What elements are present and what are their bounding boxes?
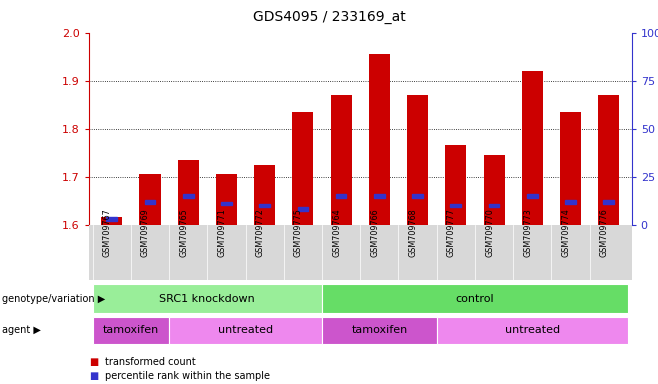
- Bar: [297, 207, 308, 211]
- Bar: [527, 194, 538, 198]
- Bar: [489, 204, 499, 207]
- Text: agent ▶: agent ▶: [2, 325, 41, 335]
- Text: tamoxifen: tamoxifen: [351, 325, 407, 335]
- Bar: [413, 194, 423, 198]
- Bar: [107, 217, 117, 221]
- Bar: [145, 200, 155, 204]
- Text: SRC1 knockdown: SRC1 knockdown: [159, 293, 255, 304]
- Text: GSM709764: GSM709764: [332, 209, 341, 257]
- Text: GDS4095 / 233169_at: GDS4095 / 233169_at: [253, 10, 405, 23]
- Text: GSM709773: GSM709773: [523, 209, 532, 257]
- Text: GSM709768: GSM709768: [409, 209, 418, 257]
- Bar: [451, 204, 461, 207]
- Bar: [330, 95, 351, 225]
- Bar: [178, 160, 199, 225]
- Bar: [221, 202, 232, 205]
- Bar: [445, 146, 467, 225]
- Text: untreated: untreated: [218, 325, 273, 335]
- Text: transformed count: transformed count: [105, 357, 196, 367]
- Bar: [484, 155, 505, 225]
- Bar: [598, 95, 619, 225]
- Text: GSM709767: GSM709767: [103, 209, 112, 257]
- Text: GSM709765: GSM709765: [179, 209, 188, 257]
- Text: GSM709776: GSM709776: [599, 209, 609, 257]
- Bar: [336, 194, 347, 198]
- Bar: [369, 54, 390, 225]
- Bar: [139, 174, 161, 225]
- Bar: [216, 174, 237, 225]
- Text: tamoxifen: tamoxifen: [103, 325, 159, 335]
- Text: control: control: [455, 293, 494, 304]
- Bar: [560, 112, 581, 225]
- Bar: [292, 112, 313, 225]
- Bar: [522, 71, 543, 225]
- Bar: [407, 95, 428, 225]
- Text: ■: ■: [89, 357, 98, 367]
- Text: GSM709774: GSM709774: [561, 209, 570, 257]
- Bar: [259, 204, 270, 207]
- Bar: [183, 194, 193, 198]
- Text: GSM709772: GSM709772: [256, 209, 265, 257]
- Text: GSM709775: GSM709775: [294, 209, 303, 257]
- Bar: [603, 200, 614, 204]
- Text: percentile rank within the sample: percentile rank within the sample: [105, 371, 270, 381]
- Text: ■: ■: [89, 371, 98, 381]
- Text: GSM709770: GSM709770: [485, 209, 494, 257]
- Text: untreated: untreated: [505, 325, 560, 335]
- Bar: [101, 217, 122, 225]
- Text: genotype/variation ▶: genotype/variation ▶: [2, 293, 105, 304]
- Text: GSM709766: GSM709766: [370, 209, 380, 257]
- Text: GSM709771: GSM709771: [217, 209, 226, 257]
- Text: GSM709777: GSM709777: [447, 209, 456, 257]
- Text: GSM709769: GSM709769: [141, 209, 150, 257]
- Bar: [565, 200, 576, 204]
- Bar: [254, 165, 275, 225]
- Bar: [374, 194, 385, 198]
